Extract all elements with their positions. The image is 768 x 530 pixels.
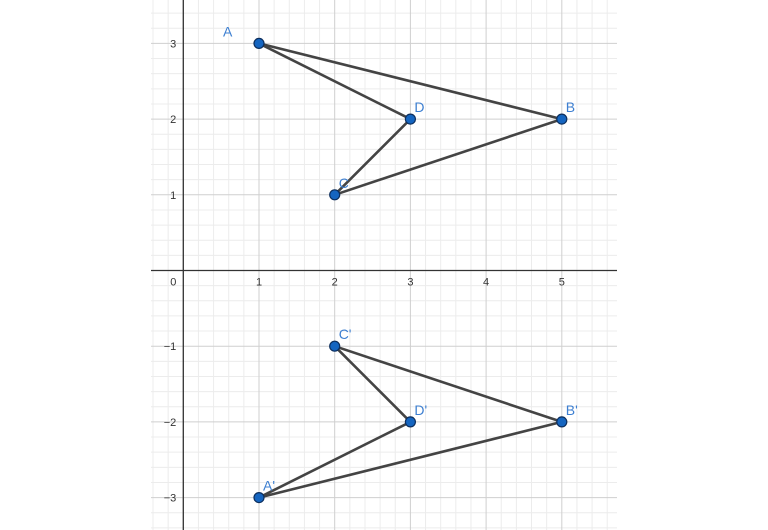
- point-label: A': [263, 478, 275, 494]
- major-grid: [151, 0, 617, 530]
- x-tick-label: 4: [483, 277, 489, 289]
- segment-D'A'[interactable]: [257, 420, 412, 499]
- x-tick-label: 5: [559, 277, 565, 289]
- point-A'[interactable]: [253, 492, 265, 504]
- segment-A'B'[interactable]: [257, 420, 564, 499]
- points: A B C D A' B' C' D': [223, 23, 578, 504]
- x-tick-label: 3: [407, 277, 413, 289]
- segment-C'B'[interactable]: [333, 344, 564, 424]
- y-tick-label: −1: [164, 341, 177, 353]
- x-tick-label: 1: [256, 277, 262, 289]
- point-label: C: [339, 175, 349, 191]
- point-A[interactable]: [253, 37, 265, 50]
- point-C[interactable]: [329, 189, 341, 201]
- segment-C'D'[interactable]: [333, 344, 412, 424]
- y-tick-label: 2: [170, 114, 176, 126]
- point-B'[interactable]: [556, 416, 568, 428]
- point-label: D': [414, 402, 427, 418]
- x-tick-label: 0: [170, 277, 176, 289]
- segment-DC[interactable]: [333, 117, 412, 197]
- axes: [151, 0, 617, 530]
- point-label: D: [414, 99, 424, 115]
- minor-grid: [151, 0, 617, 530]
- x-tick-label: 2: [332, 277, 338, 289]
- point-label: B': [566, 402, 578, 418]
- point-C'[interactable]: [329, 340, 341, 352]
- point-D'[interactable]: [404, 416, 416, 428]
- tick-labels: 0 1 2 3 4 5 3 2 1 −1 −2 −3: [164, 38, 565, 504]
- segment-CB[interactable]: [333, 117, 564, 197]
- point-B[interactable]: [556, 113, 568, 125]
- segment-AB[interactable]: [257, 42, 564, 121]
- y-tick-label: 1: [170, 190, 176, 202]
- point-label: A: [223, 23, 233, 39]
- y-tick-label: 3: [170, 38, 176, 50]
- segments: [257, 42, 564, 499]
- point-D[interactable]: [404, 113, 416, 125]
- point-label: B: [566, 99, 575, 115]
- point-label: C': [339, 326, 352, 342]
- y-tick-label: −3: [164, 493, 177, 505]
- segment-AD[interactable]: [257, 42, 412, 121]
- y-tick-label: −2: [164, 417, 177, 429]
